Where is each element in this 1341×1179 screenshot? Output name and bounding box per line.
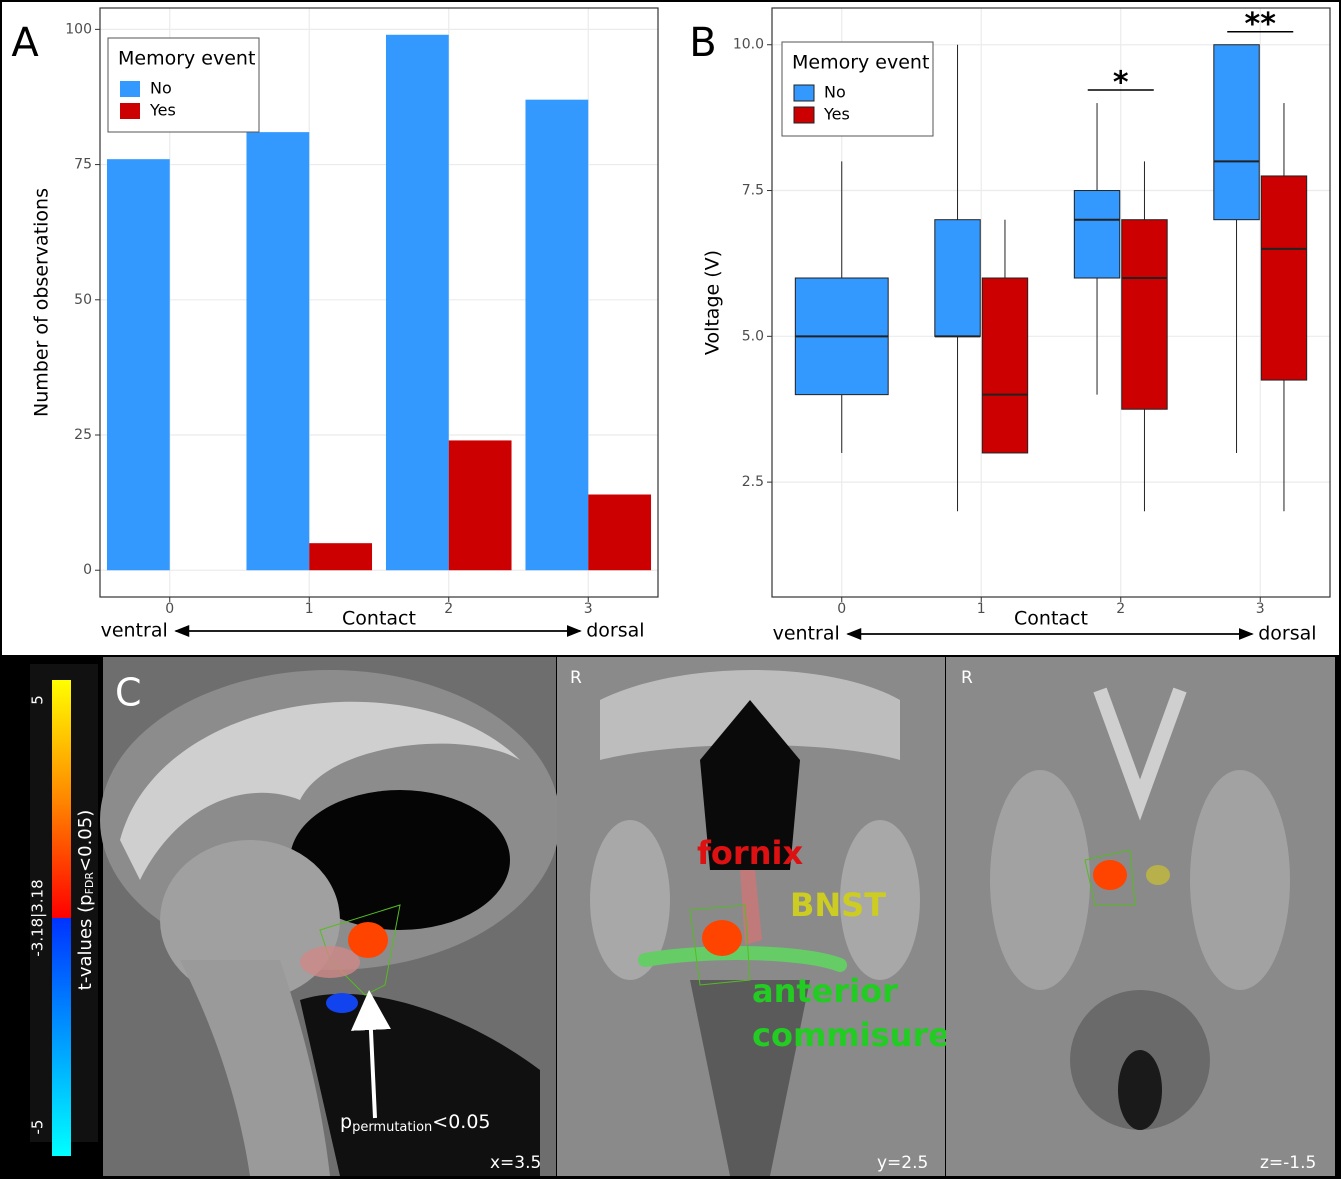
y-tick-label: 100 xyxy=(65,21,92,37)
x-tick-label: 3 xyxy=(584,601,593,617)
slice-label: y=2.5 xyxy=(877,1153,928,1173)
y-tick-label: 2.5 xyxy=(742,474,764,490)
bar xyxy=(386,35,449,570)
y-tick-label: 0 xyxy=(83,562,92,578)
x-tick-label: 2 xyxy=(1116,601,1125,617)
y-tick-label: 10.0 xyxy=(733,37,764,53)
legend-swatch xyxy=(794,85,814,101)
legend-label: No xyxy=(824,83,846,102)
box xyxy=(1261,176,1306,380)
bar xyxy=(309,543,372,570)
slice-label: z=-1.5 xyxy=(1260,1153,1316,1173)
slice-label: x=3.5 xyxy=(490,1153,541,1173)
x-annotation: dorsal xyxy=(1258,623,1316,645)
bar xyxy=(449,440,512,570)
structure-label: fornix xyxy=(697,834,803,872)
x-axis-title: Contact xyxy=(342,608,416,630)
y-tick-label: 25 xyxy=(74,427,92,443)
bar xyxy=(588,495,651,571)
x-tick-label: 2 xyxy=(444,601,453,617)
x-tick-label: 3 xyxy=(1256,601,1265,617)
colorbar xyxy=(52,680,71,1156)
x-tick-label: 0 xyxy=(837,601,846,617)
box xyxy=(1074,191,1119,278)
x-tick-label: 1 xyxy=(977,601,986,617)
box xyxy=(935,220,980,337)
x-annotation: dorsal xyxy=(586,620,644,642)
colorbar-tick: -5 xyxy=(29,1120,47,1135)
x-tick-label: 0 xyxy=(165,601,174,617)
charts: 0 25 50 75 100 0 1 2 3 A Number of observations Con… xyxy=(11,7,1330,644)
colorbar-tick: -3.18|3.18 xyxy=(29,879,47,956)
figure: 02550751000123ANumber of observationsCon… xyxy=(0,0,1341,1179)
x-annotation: ventral xyxy=(101,620,168,642)
sagittal-slice: ppermutation<0.05 x=3.5 xyxy=(100,657,560,1176)
box xyxy=(1122,220,1167,410)
figure-canvas: 02550751000123ANumber of observationsCon… xyxy=(0,0,1341,1179)
legend-title: Memory event xyxy=(118,48,255,70)
axial-slice: R z=-1.5 xyxy=(946,657,1335,1176)
legend-label: Yes xyxy=(149,101,176,120)
panel-label: B xyxy=(689,20,716,66)
y-axis-title: Number of observations xyxy=(31,188,53,417)
coronal-slice: R fornix BNST anterior commisure y=2.5 xyxy=(557,657,950,1176)
bar xyxy=(246,132,309,570)
legend-swatch xyxy=(120,103,140,119)
orientation-label: R xyxy=(570,668,582,688)
legend-title: Memory event xyxy=(792,52,929,74)
structure-label: commisure xyxy=(752,1016,950,1054)
legend-swatch xyxy=(120,81,140,97)
legend-swatch xyxy=(794,107,814,123)
x-axis-title: Contact xyxy=(1014,608,1088,630)
legend-label: No xyxy=(150,79,172,98)
y-tick-label: 7.5 xyxy=(742,183,764,199)
panel-label: C xyxy=(115,671,142,715)
y-axis-title: Voltage (V) xyxy=(702,250,724,355)
x-tick-label: 1 xyxy=(305,601,314,617)
significance-label: * xyxy=(1113,66,1129,101)
box xyxy=(1214,45,1259,220)
colorbar-label: t-values (pFDR<0.05) xyxy=(75,810,96,990)
structure-label: anterior xyxy=(752,972,898,1010)
colorbar-tick: 5 xyxy=(29,695,47,705)
legend-label: Yes xyxy=(823,105,850,124)
panel-label: A xyxy=(11,20,39,66)
box xyxy=(982,278,1027,453)
y-tick-label: 75 xyxy=(74,157,92,173)
bar xyxy=(107,159,170,570)
bar xyxy=(525,100,588,571)
orientation-label: R xyxy=(961,668,973,688)
structure-label: BNST xyxy=(790,886,886,924)
significance-label: ** xyxy=(1245,7,1277,42)
y-tick-label: 50 xyxy=(74,292,92,308)
y-tick-label: 5.0 xyxy=(742,328,764,344)
brain-panel: 5 -3.18|3.18 -5 t-values (pFDR<0.05) ppe… xyxy=(0,655,1341,1179)
x-annotation: ventral xyxy=(773,623,840,645)
